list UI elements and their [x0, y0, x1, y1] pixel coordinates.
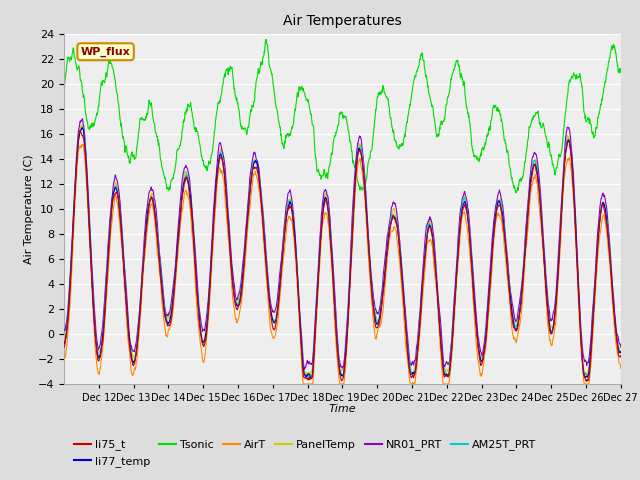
- Y-axis label: Air Temperature (C): Air Temperature (C): [24, 154, 34, 264]
- Text: WP_flux: WP_flux: [81, 47, 131, 57]
- Legend: li75_t, li77_temp, Tsonic, AirT, PanelTemp, NR01_PRT, AM25T_PRT: li75_t, li77_temp, Tsonic, AirT, PanelTe…: [70, 435, 541, 471]
- X-axis label: Time: Time: [328, 405, 356, 414]
- Title: Air Temperatures: Air Temperatures: [283, 14, 402, 28]
